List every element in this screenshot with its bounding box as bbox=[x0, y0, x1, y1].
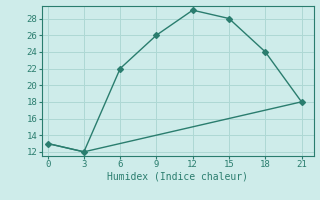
X-axis label: Humidex (Indice chaleur): Humidex (Indice chaleur) bbox=[107, 172, 248, 182]
